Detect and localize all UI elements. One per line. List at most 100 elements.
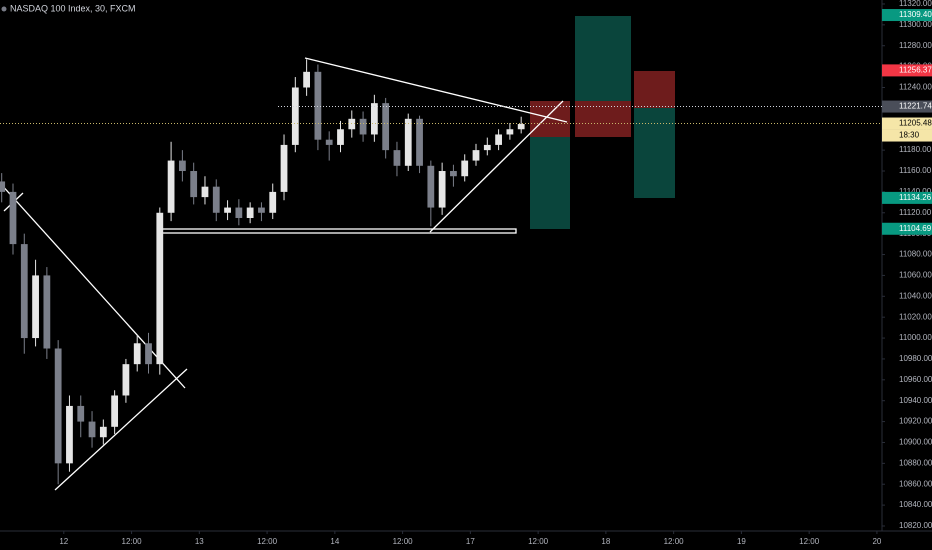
candle-body [145, 343, 152, 365]
countdown: 18:30 [899, 131, 920, 140]
price-label-bg [882, 9, 932, 22]
candle-body [348, 118, 356, 130]
price-label-bg [882, 117, 932, 130]
candle-body [483, 144, 491, 151]
price-label-bg [882, 222, 932, 235]
y-tick-label: 11300.00 [899, 20, 932, 29]
candle-body [269, 191, 277, 213]
y-tick-label: 11140.00 [899, 187, 932, 196]
x-tick-label: 12 [59, 537, 68, 546]
y-tick-label: 11020.00 [899, 312, 932, 321]
x-tick-label: 19 [737, 537, 746, 546]
candle-body [517, 124, 525, 130]
x-tick-label: 12:00 [393, 537, 414, 546]
price-label: 11205.48 [899, 119, 932, 128]
candle-body [404, 118, 412, 166]
price-label: 11104.69 [899, 224, 932, 233]
candle-body [450, 171, 457, 177]
y-tick-label: 10900.00 [899, 438, 932, 447]
x-tick-label: 17 [466, 537, 475, 546]
x-tick-label: 12:00 [122, 537, 143, 546]
y-tick-label: 11060.00 [899, 271, 932, 280]
candle-body [370, 103, 378, 135]
candle-body [178, 160, 186, 172]
candle-body [235, 207, 243, 218]
candle-body [88, 421, 96, 438]
candle-body [201, 186, 209, 198]
y-tick-label: 10880.00 [899, 458, 932, 467]
y-tick-label: 10860.00 [899, 479, 932, 488]
price-label: 11221.74 [899, 102, 932, 111]
candle-body [224, 207, 231, 213]
price-label-bg [882, 191, 932, 204]
position-target [530, 137, 570, 229]
countdown-bg [882, 129, 932, 142]
candle-body [416, 118, 423, 166]
candle-body [190, 171, 198, 198]
y-tick-label: 10820.00 [899, 521, 932, 530]
candle-body [246, 207, 254, 218]
candle-body [32, 275, 39, 339]
y-tick-label: 11280.00 [899, 41, 932, 50]
y-tick-label: 11120.00 [899, 208, 932, 217]
candle-body [359, 118, 367, 135]
status-dot [1, 6, 7, 12]
candle-body [54, 348, 62, 464]
x-tick-label: 12:00 [528, 537, 549, 546]
y-tick-label: 11160.00 [899, 166, 932, 175]
candle-body [337, 129, 344, 145]
trend-line [429, 100, 564, 233]
candle-body [280, 144, 288, 192]
candle-body [461, 160, 469, 177]
y-tick-label: 10940.00 [899, 396, 932, 405]
candle-body [167, 160, 175, 213]
candle-body [314, 71, 322, 140]
x-tick-label: 12:00 [257, 537, 278, 546]
candle-body [122, 364, 130, 396]
y-tick-label: 11040.00 [899, 291, 932, 300]
y-tick-label: 11080.00 [899, 250, 932, 259]
x-tick-label: 14 [330, 537, 339, 546]
trend-line [304, 57, 568, 123]
candle-body [43, 275, 51, 349]
candle-body [156, 212, 164, 365]
y-tick-label: 11240.00 [899, 83, 932, 92]
y-tick-label: 10840.00 [899, 500, 932, 509]
candle-body [393, 150, 401, 166]
trend-line [54, 368, 188, 491]
candle-body [212, 186, 220, 213]
candle-body [303, 71, 310, 88]
candle-body [506, 129, 514, 135]
y-tick-label: 10960.00 [899, 375, 932, 384]
position-stop [634, 71, 675, 108]
price-label: 11256.37 [899, 66, 932, 75]
candle-body [111, 395, 119, 427]
candle-body [77, 405, 85, 422]
candle-body [99, 426, 107, 438]
y-tick-label: 11000.00 [899, 333, 932, 342]
x-tick-label: 13 [195, 537, 204, 546]
x-tick-label: 12:00 [799, 537, 820, 546]
position-target [575, 16, 631, 101]
y-tick-label: 11180.00 [899, 145, 932, 154]
candle-body [325, 139, 333, 145]
candle-body [427, 165, 435, 208]
y-tick-label: 10920.00 [899, 417, 932, 426]
x-tick-label: 20 [872, 537, 881, 546]
candle-body [9, 191, 17, 245]
trend-line [0, 182, 186, 389]
y-tick-label: 11320.00 [899, 0, 932, 8]
candle-body [133, 343, 141, 365]
x-tick-label: 12:00 [664, 537, 685, 546]
price-label: 11309.40 [899, 10, 932, 19]
x-tick-label: 18 [601, 537, 610, 546]
candle-body [0, 181, 6, 192]
y-tick-label: 10980.00 [899, 354, 932, 363]
candle-body [20, 244, 28, 339]
candle-body [472, 150, 480, 161]
candle-body [66, 405, 73, 464]
candle-body [382, 103, 390, 151]
price-label-bg [882, 100, 932, 113]
